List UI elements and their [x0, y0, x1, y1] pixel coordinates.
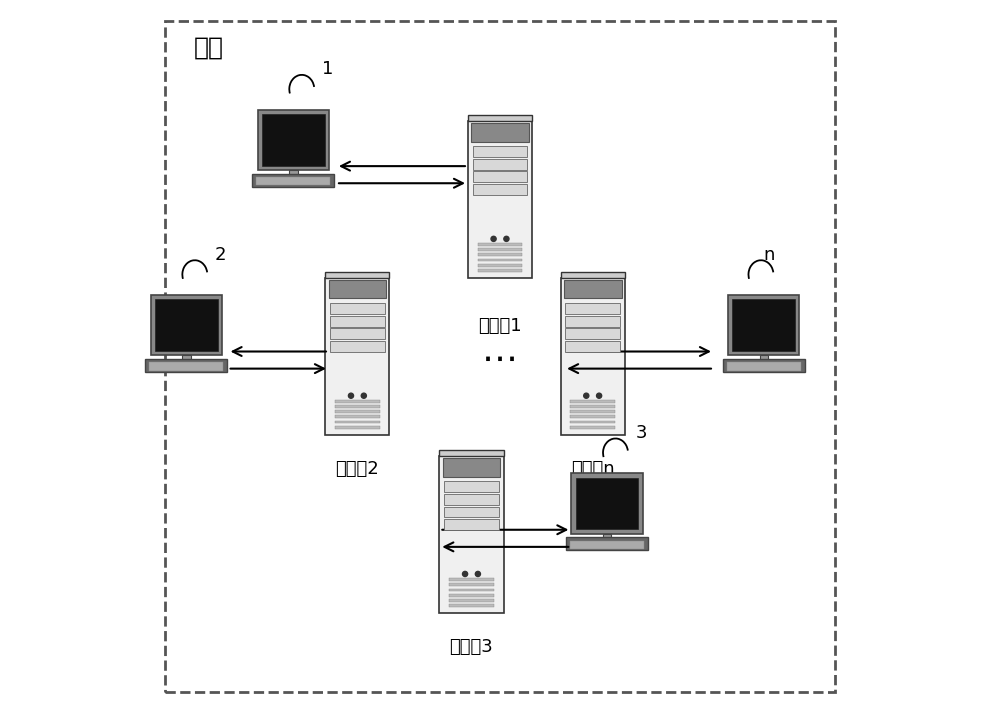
- Text: 子系统2: 子系统2: [336, 460, 379, 478]
- Text: 3: 3: [635, 424, 647, 442]
- Bar: [289, 170, 298, 178]
- Bar: [570, 410, 615, 413]
- Circle shape: [597, 393, 602, 399]
- Bar: [155, 299, 218, 352]
- Bar: [262, 114, 325, 166]
- Circle shape: [475, 571, 480, 577]
- Bar: [473, 159, 527, 170]
- Bar: [478, 248, 522, 251]
- Bar: [335, 426, 380, 429]
- Bar: [468, 115, 532, 121]
- Bar: [723, 359, 805, 372]
- Text: n: n: [764, 246, 775, 264]
- Circle shape: [491, 236, 496, 242]
- Bar: [564, 279, 622, 299]
- Bar: [449, 599, 494, 602]
- Bar: [561, 272, 625, 278]
- Bar: [570, 405, 615, 408]
- Bar: [478, 259, 522, 262]
- Bar: [603, 533, 611, 542]
- Text: 子系统1: 子系统1: [478, 317, 522, 335]
- Bar: [335, 410, 380, 413]
- Bar: [570, 426, 615, 429]
- Bar: [566, 538, 648, 550]
- Bar: [473, 184, 527, 195]
- Circle shape: [504, 236, 509, 242]
- Bar: [439, 450, 504, 456]
- Circle shape: [348, 393, 354, 399]
- Bar: [478, 243, 522, 246]
- Bar: [335, 400, 380, 403]
- Bar: [565, 316, 620, 327]
- Circle shape: [462, 571, 468, 577]
- Bar: [478, 253, 522, 256]
- Bar: [449, 594, 494, 597]
- Bar: [443, 458, 500, 477]
- Text: 系统: 系统: [193, 36, 223, 60]
- Bar: [335, 405, 380, 408]
- Text: 子系统n: 子系统n: [571, 460, 615, 478]
- Bar: [145, 359, 227, 372]
- Bar: [565, 328, 620, 339]
- Bar: [330, 303, 385, 314]
- Bar: [449, 588, 494, 591]
- Bar: [252, 174, 334, 187]
- Bar: [335, 421, 380, 424]
- Bar: [444, 494, 499, 505]
- Bar: [149, 362, 223, 371]
- Bar: [325, 272, 389, 278]
- FancyBboxPatch shape: [165, 21, 835, 692]
- Bar: [728, 295, 799, 356]
- Bar: [151, 295, 222, 356]
- Bar: [570, 540, 644, 549]
- Bar: [565, 341, 620, 352]
- Text: 2: 2: [215, 246, 226, 264]
- Bar: [330, 328, 385, 339]
- Bar: [449, 604, 494, 607]
- Bar: [330, 316, 385, 327]
- Bar: [571, 473, 643, 533]
- Bar: [570, 421, 615, 424]
- Bar: [444, 506, 499, 518]
- Text: ⋯: ⋯: [482, 343, 518, 377]
- Bar: [565, 303, 620, 314]
- Bar: [329, 279, 386, 299]
- Bar: [732, 299, 795, 352]
- Bar: [449, 578, 494, 581]
- Bar: [439, 456, 504, 613]
- Bar: [760, 356, 768, 364]
- Bar: [468, 121, 532, 278]
- Bar: [473, 146, 527, 158]
- Bar: [570, 400, 615, 403]
- Bar: [478, 269, 522, 272]
- Text: 1: 1: [322, 61, 333, 78]
- Bar: [444, 519, 499, 530]
- Bar: [256, 177, 330, 185]
- Bar: [325, 278, 389, 435]
- Bar: [570, 416, 615, 419]
- Bar: [478, 264, 522, 267]
- Text: 子系统3: 子系统3: [450, 638, 493, 656]
- Bar: [561, 278, 625, 435]
- Bar: [335, 416, 380, 419]
- Bar: [473, 171, 527, 183]
- Circle shape: [361, 393, 366, 399]
- Bar: [727, 362, 801, 371]
- Bar: [444, 481, 499, 493]
- Bar: [449, 583, 494, 586]
- Bar: [471, 123, 529, 142]
- Bar: [576, 478, 638, 529]
- Circle shape: [584, 393, 589, 399]
- Bar: [182, 356, 191, 364]
- Bar: [330, 341, 385, 352]
- Bar: [258, 110, 329, 170]
